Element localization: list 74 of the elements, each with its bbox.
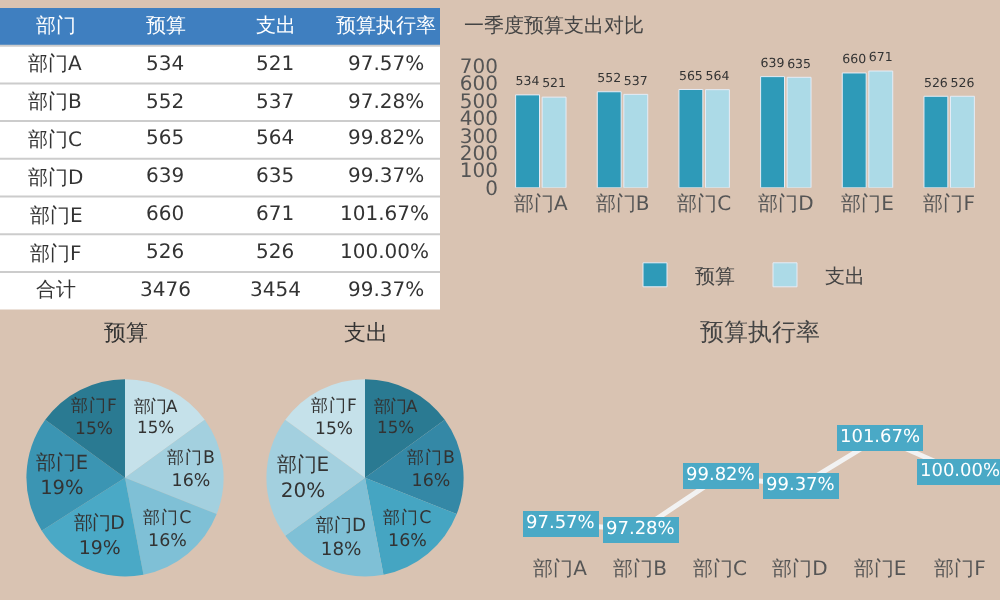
chart-title: 预算执行率 (700, 318, 820, 346)
x-tick-label: 部门A (533, 557, 588, 582)
legend-label: 支出 (825, 264, 865, 289)
data-label: 552 (146, 92, 185, 114)
data-label: 97.57% (348, 54, 425, 76)
x-tick-label: 部门E (841, 191, 894, 216)
x-tick-label: 部门B (595, 191, 650, 216)
data-label: 101.67% (340, 204, 429, 226)
data-label: 521 (256, 54, 295, 76)
slice-label: 部门C (143, 506, 192, 529)
data-label: 15% (75, 419, 113, 440)
data-label: 526 (146, 242, 185, 264)
category-label: 部门D (28, 166, 84, 190)
data-label: 20% (280, 480, 326, 503)
slice-label: 部门D (316, 515, 367, 538)
data-label: 15% (137, 417, 175, 438)
data-label: 565 (146, 128, 185, 150)
data-label: 526 (256, 242, 295, 264)
data-label: 19% (78, 537, 121, 560)
data-label: 3476 (140, 280, 191, 302)
data-label: 16% (148, 531, 187, 552)
data-label: 660 (146, 204, 185, 226)
data-label: 97.28% (348, 92, 425, 114)
data-label: 534 (146, 54, 185, 76)
slice-label: 部门E (276, 452, 330, 477)
text: 部门 (36, 14, 76, 38)
data-label: 537 (256, 92, 295, 114)
slice-label: 部门D (74, 513, 125, 536)
data-label: 18% (320, 538, 363, 561)
slice-label: 部门F (71, 395, 118, 418)
data-label: 16% (388, 531, 427, 552)
data-label: 15% (377, 417, 415, 438)
slice-label: 部门E (35, 450, 89, 475)
slice-label: 部门A (373, 395, 418, 416)
x-tick-label: 部门B (613, 557, 668, 582)
data-label: 100.00% (340, 242, 429, 264)
legend-label: 预算 (695, 264, 735, 289)
x-tick-label: 部门E (853, 557, 907, 582)
category-label: 合计 (36, 278, 76, 302)
series-label: 预算 (146, 14, 186, 38)
category-label: 部门A (28, 52, 82, 76)
y-tick-label: 0 (485, 178, 498, 201)
category-label: 部门B (28, 90, 82, 114)
x-tick-label: 部门F (934, 557, 987, 582)
data-label: 19% (40, 478, 84, 501)
data-label: 99.37% (348, 166, 425, 188)
data-label: 639 (146, 166, 185, 188)
data-label: 15% (315, 419, 353, 440)
chart-title: 预算 (104, 320, 148, 346)
chart-title: 一季度预算支出对比 (464, 14, 644, 38)
data-label: 16% (411, 472, 451, 493)
x-tick-label: 部门F (923, 191, 976, 216)
text: 支出 (256, 14, 296, 38)
data-label: 671 (256, 204, 295, 226)
slice-label: 部门B (406, 447, 455, 470)
chart-title: 支出 (344, 320, 388, 346)
x-tick-label: 部门D (772, 557, 829, 582)
category-label: 部门F (30, 242, 82, 266)
category-label: 部门C (28, 128, 82, 152)
data-label: 16% (171, 472, 211, 493)
slice-label: 部门A (133, 395, 178, 416)
x-tick-label: 部门C (677, 191, 732, 216)
x-tick-label: 部门C (693, 557, 748, 582)
slice-label: 部门B (166, 447, 215, 470)
slice-label: 部门F (311, 395, 358, 418)
data-label: 635 (256, 166, 295, 188)
data-label: 564 (256, 128, 295, 150)
data-label: 99.37% (348, 280, 425, 302)
x-tick-label: 部门D (758, 191, 815, 216)
slice-label: 部门C (383, 506, 432, 529)
data-label: 99.82% (348, 128, 425, 150)
x-tick-label: 部门A (514, 191, 568, 216)
data-label: 3454 (250, 280, 301, 302)
text: 预算执行率 (336, 14, 436, 38)
